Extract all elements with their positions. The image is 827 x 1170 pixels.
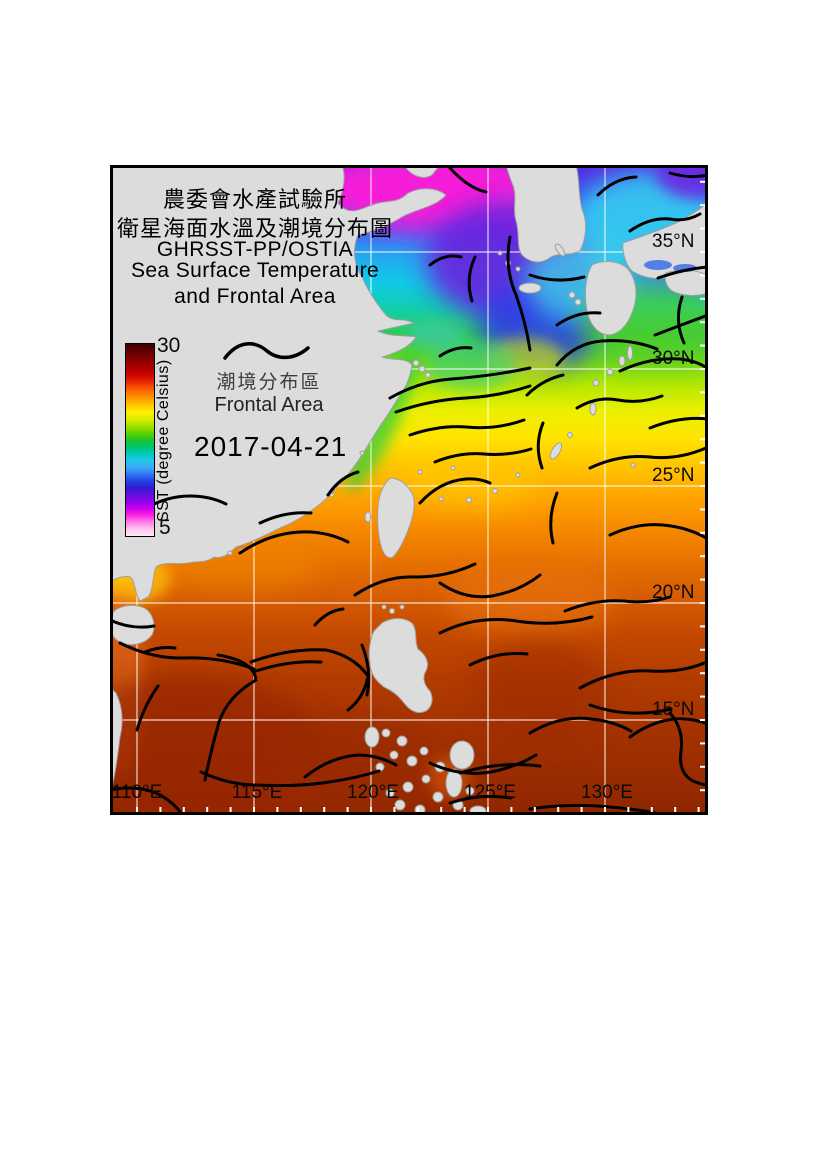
lat-label-35n: 35°N	[652, 231, 695, 252]
lon-label-120e: 120°E	[347, 782, 399, 803]
land-taiwan	[377, 477, 415, 559]
land-liaodong	[403, 165, 441, 178]
sst-map: 農委會水產試驗所 衛星海面水溫及潮境分布圖 GHRSST-PP/OSTIA Se…	[110, 165, 708, 815]
lon-label-130e: 130°E	[581, 782, 633, 803]
colorbar-max-label: 30	[157, 334, 181, 357]
map-graphic	[110, 165, 708, 815]
lat-label-30n: 30°N	[652, 348, 695, 369]
colorbar-axis-label: SST (degree Celsius)	[155, 359, 172, 523]
sst-colorbar	[125, 343, 155, 537]
frontal-legend-zh: 潮境分布區	[216, 372, 322, 393]
lon-label-115e: 115°E	[231, 782, 283, 803]
map-date: 2017-04-21	[194, 431, 348, 462]
land-luzon	[368, 618, 433, 714]
map-border	[110, 165, 708, 815]
lat-label-25n: 25°N	[652, 465, 695, 486]
lon-label-125e: 125°E	[464, 782, 516, 803]
frontal-lines	[110, 166, 708, 815]
landmasses	[110, 165, 708, 815]
land-jeju	[518, 282, 542, 294]
lat-label-20n: 20°N	[652, 582, 695, 603]
lat-label-15n: 15°N	[652, 699, 695, 720]
land-korea	[505, 165, 587, 263]
land-china	[110, 165, 447, 602]
land-hainan	[110, 604, 155, 646]
title-institute: 農委會水產試驗所	[162, 187, 347, 212]
title-map-name-zh: 衛星海面水溫及潮境分布圖	[116, 216, 393, 241]
land-vietnam	[110, 686, 123, 796]
title-product: GHRSST-PP/OSTIA	[156, 238, 354, 261]
land-kyushu	[584, 261, 637, 336]
wavy-line-icon	[223, 342, 310, 360]
lon-label-110e: 110°E	[111, 782, 163, 803]
colorbar-min-label: 5	[159, 516, 171, 539]
title-en-line2: and Frontal Area	[174, 285, 336, 308]
frontal-legend-en: Frontal Area	[214, 394, 324, 416]
title-en-line1: Sea Surface Temperature	[130, 259, 380, 282]
land-ryukyu-chain	[417, 355, 636, 503]
